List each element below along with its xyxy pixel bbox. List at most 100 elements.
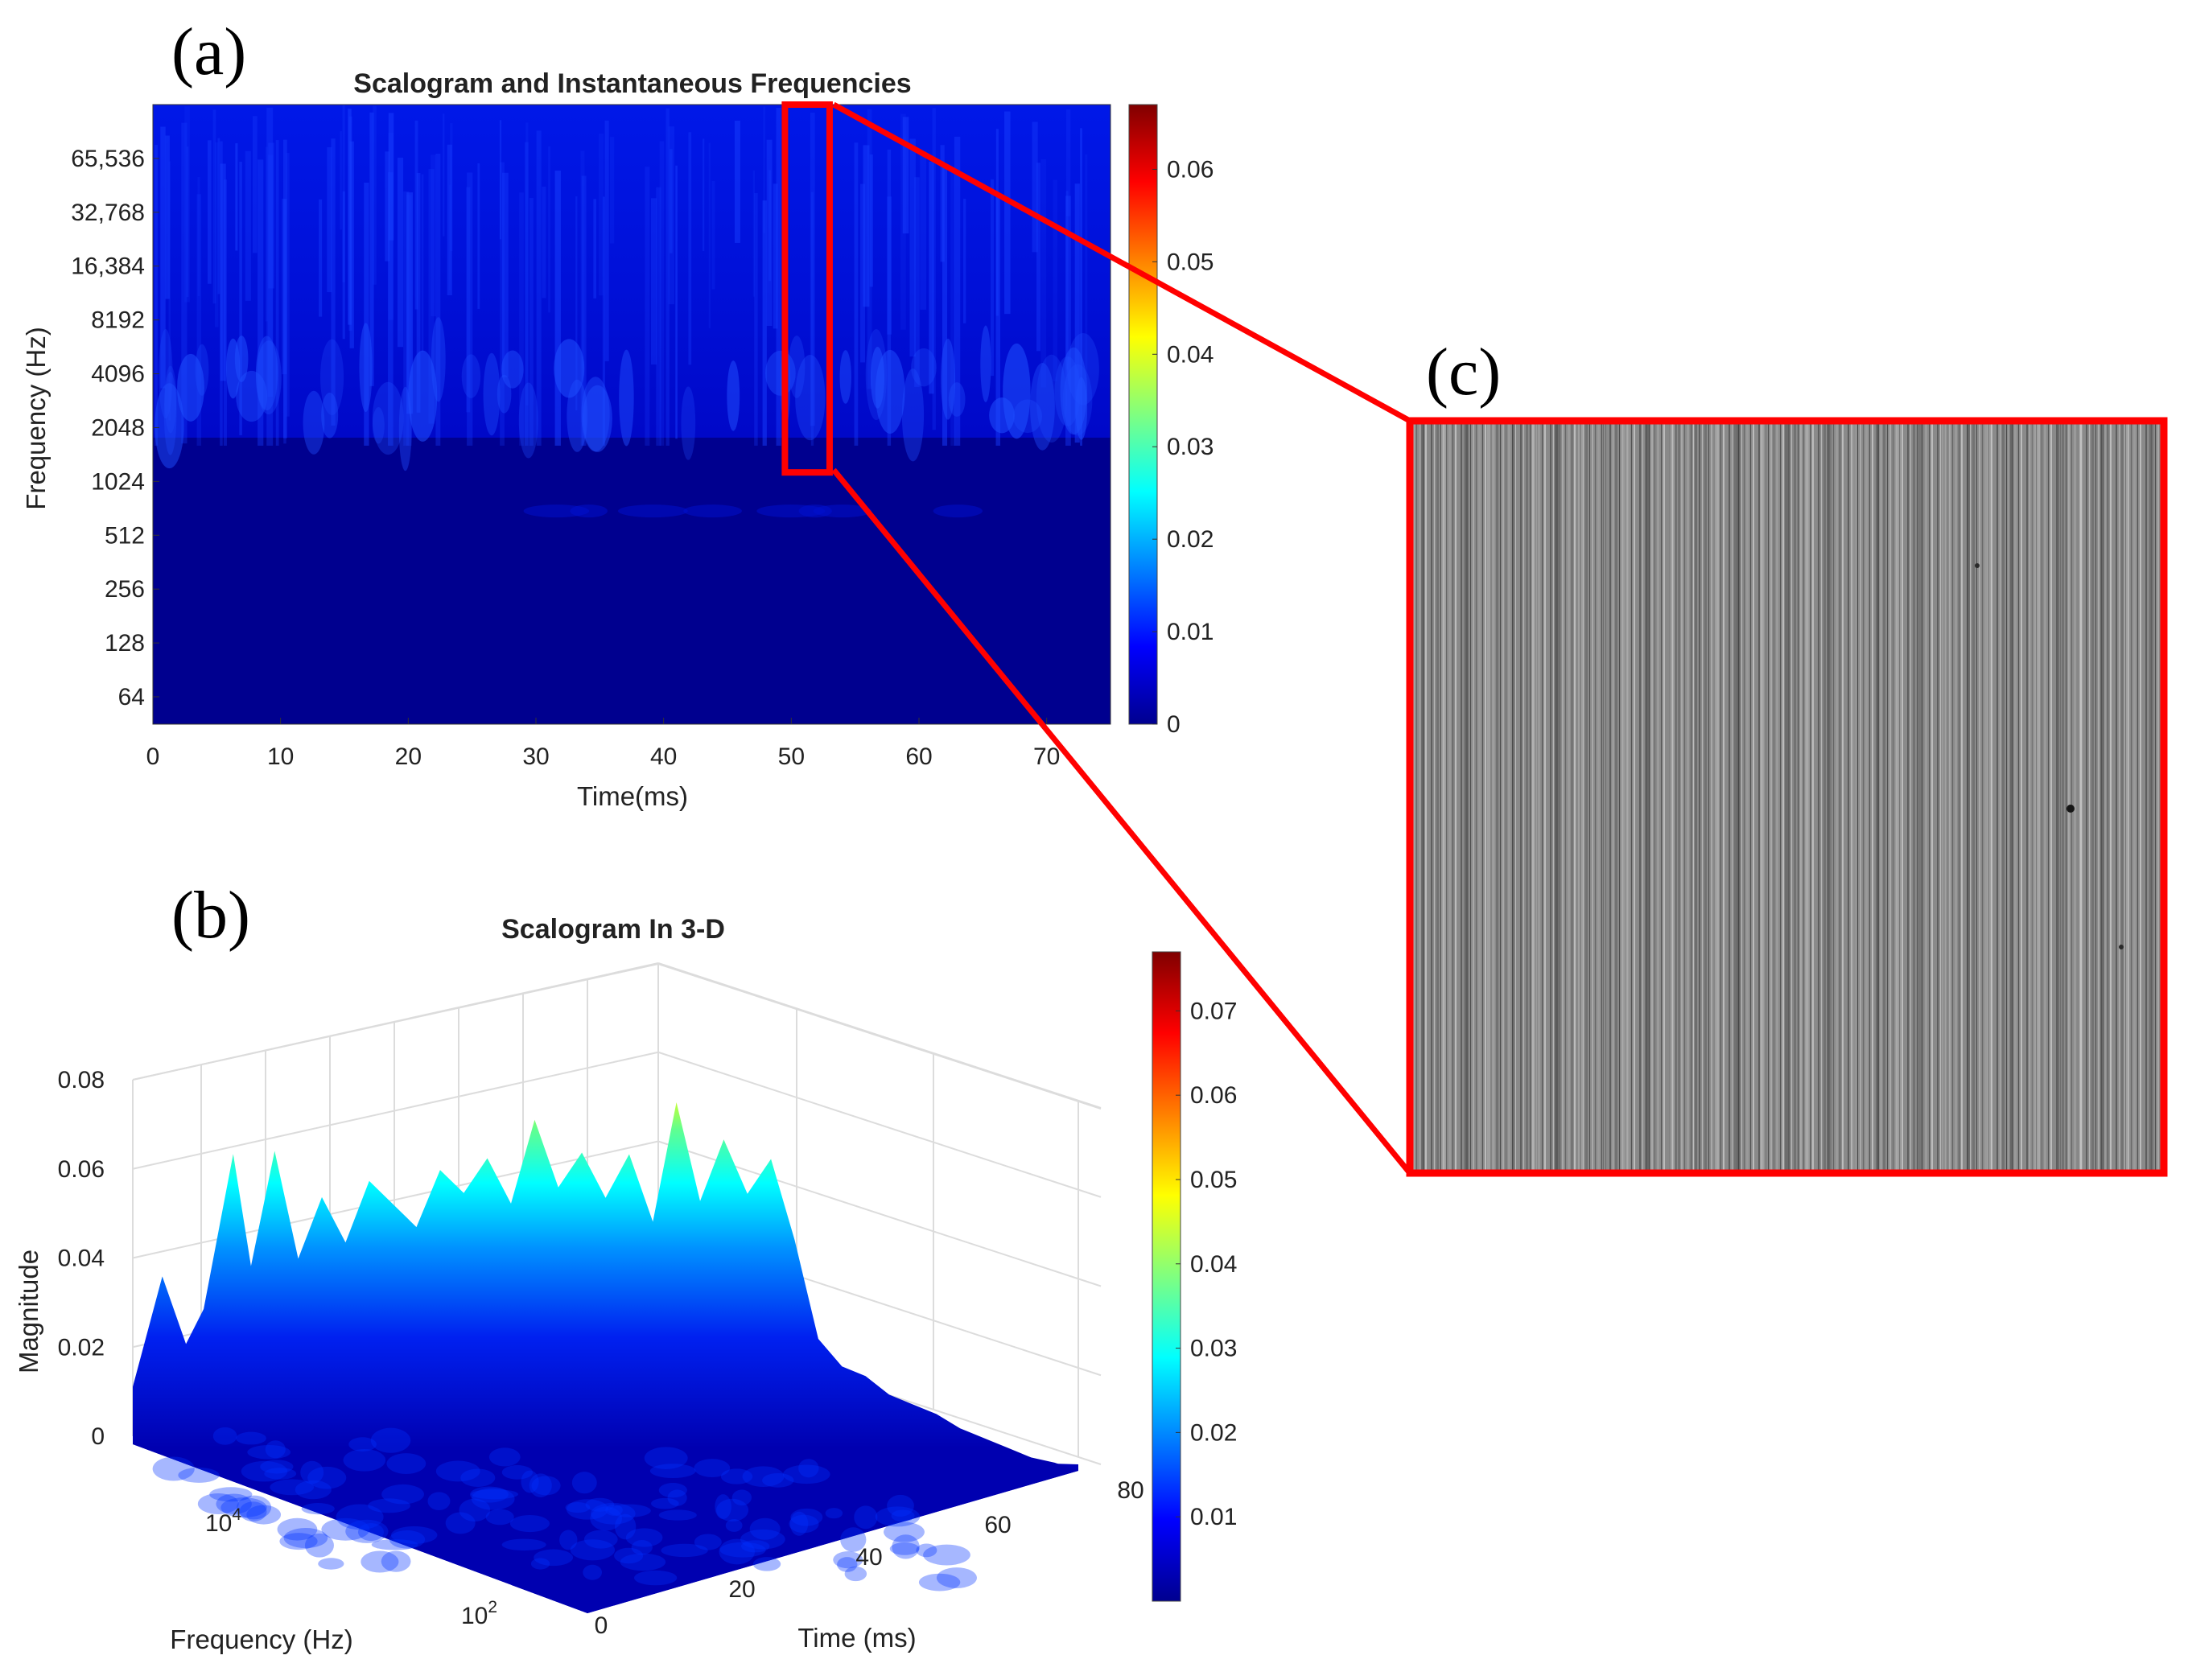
y-tick-label: 64 (118, 684, 145, 710)
heatmap-streak (186, 146, 189, 298)
surface-bump (731, 1489, 752, 1506)
heatmap-streak (525, 122, 529, 406)
heatmap-faint-blob (523, 504, 590, 518)
surface-bump (368, 1498, 410, 1513)
heatmap-streak (711, 180, 715, 290)
heatmap-blob (1075, 377, 1088, 440)
heatmap-streak (1053, 179, 1058, 381)
heatmap-streak (670, 149, 673, 253)
heatmap-blob (359, 323, 373, 413)
surface-bump (923, 1544, 970, 1566)
heatmap-streak (397, 157, 404, 348)
panel-b-colorbar-ticks: 0.01 0.02 0.03 0.04 0.05 0.06 0.07 (1176, 998, 1237, 1530)
surface-bump (667, 1489, 687, 1506)
surface-bump (389, 1530, 426, 1549)
heatmap-streak (443, 113, 445, 237)
panel-b-frequency-ticks: 104 102 (205, 1505, 497, 1629)
y-tick-label: 8192 (91, 307, 145, 334)
surface-bump (892, 1534, 920, 1559)
heatmap-streak (435, 154, 441, 446)
surface-bump (762, 1472, 794, 1488)
surface-bump (220, 1497, 267, 1518)
heatmap-blob (372, 406, 385, 444)
heatmap-blob (159, 328, 173, 419)
surface-bump (521, 1470, 539, 1493)
surface-bump (471, 1488, 515, 1510)
colorbar-tick-label: 0.02 (1190, 1419, 1237, 1446)
surface-bump (918, 1573, 961, 1591)
heatmap-streak (942, 167, 948, 446)
heatmap-streak (252, 116, 258, 253)
heatmap-streak (1032, 121, 1038, 253)
heatmap-streak (1065, 196, 1071, 446)
panel-b-3d-scalogram: (b) Scalogram In 3-D 0 0.02 0.04 0.06 0.08 0… (14, 878, 1237, 1654)
surface-bump (209, 1487, 253, 1502)
heatmap-faint-blob (933, 504, 983, 518)
surface-bump (460, 1468, 496, 1487)
heatmap-streak (580, 150, 585, 446)
surface-bump (590, 1506, 623, 1531)
heatmap-streak (449, 184, 451, 290)
surface-bump (427, 1492, 451, 1511)
micrograph-pit (2119, 945, 2124, 949)
heatmap-streak (602, 196, 605, 446)
heatmap-blob (164, 365, 177, 434)
y-tick-label: 1024 (91, 468, 145, 495)
heatmap-streak (348, 116, 352, 331)
heatmap-blob (765, 350, 796, 396)
surface-bump (534, 1549, 574, 1567)
colorbar-tick-label: 0.02 (1167, 526, 1213, 553)
surface-bump (631, 1539, 653, 1555)
magnitude-tick-label: 0.04 (58, 1246, 105, 1272)
x-tick-label: 40 (650, 743, 677, 770)
heatmap-streak (1074, 183, 1080, 443)
panel-b-title: Scalogram In 3-D (501, 914, 725, 945)
heatmap-streak (388, 113, 394, 241)
heatmap-streak (668, 126, 675, 305)
heatmap-streak (688, 132, 692, 365)
surface-bump (260, 1460, 294, 1474)
surface-bump (501, 1538, 546, 1551)
heatmap-streak (1085, 154, 1088, 402)
surface-bump (212, 1427, 237, 1445)
heatmap-streak (342, 105, 345, 282)
heatmap-blob (1036, 354, 1067, 443)
heatmap-streak (275, 140, 279, 446)
heatmap-streak (283, 139, 287, 439)
heatmap-streak (554, 171, 561, 446)
heatmap-streak (385, 151, 390, 261)
heatmap-blob (583, 385, 612, 452)
heatmap-streak (763, 106, 766, 233)
surface-bump (694, 1459, 731, 1477)
y-tick-label: 32,768 (71, 200, 145, 226)
surface-bump (445, 1512, 476, 1534)
grid-line (132, 1051, 659, 1170)
y-tick-label: 2048 (91, 414, 145, 441)
heatmap-streak (659, 141, 665, 446)
time-tick-label: 0 (595, 1612, 608, 1639)
y-tick-label: 512 (105, 522, 145, 549)
heatmap-frame (152, 104, 1111, 725)
heatmap-streak (348, 109, 352, 325)
heatmap-streak (954, 136, 961, 446)
heatmap-streak (349, 141, 354, 348)
surface-bump (741, 1540, 770, 1553)
surface-bump (567, 1499, 608, 1520)
heatmap-blob (408, 350, 438, 442)
heatmap-streak (342, 191, 345, 340)
heatmap-streak (529, 198, 534, 446)
surface-bump (789, 1511, 809, 1536)
surface-bump (649, 1464, 696, 1479)
surface-bump (304, 1533, 334, 1558)
surface-bump (239, 1501, 267, 1522)
heatmap-streak (223, 179, 227, 446)
panel-b-colorbar (1152, 951, 1181, 1602)
surface-bump (197, 1493, 239, 1514)
heatmap-streak (220, 141, 223, 446)
heatmap-streak (525, 142, 529, 446)
time-tick-label: 60 (984, 1512, 1011, 1538)
surface-bump (246, 1505, 282, 1525)
heatmap-streak (450, 123, 453, 251)
heatmap-streak (754, 193, 758, 446)
heatmap-streak (340, 131, 342, 230)
